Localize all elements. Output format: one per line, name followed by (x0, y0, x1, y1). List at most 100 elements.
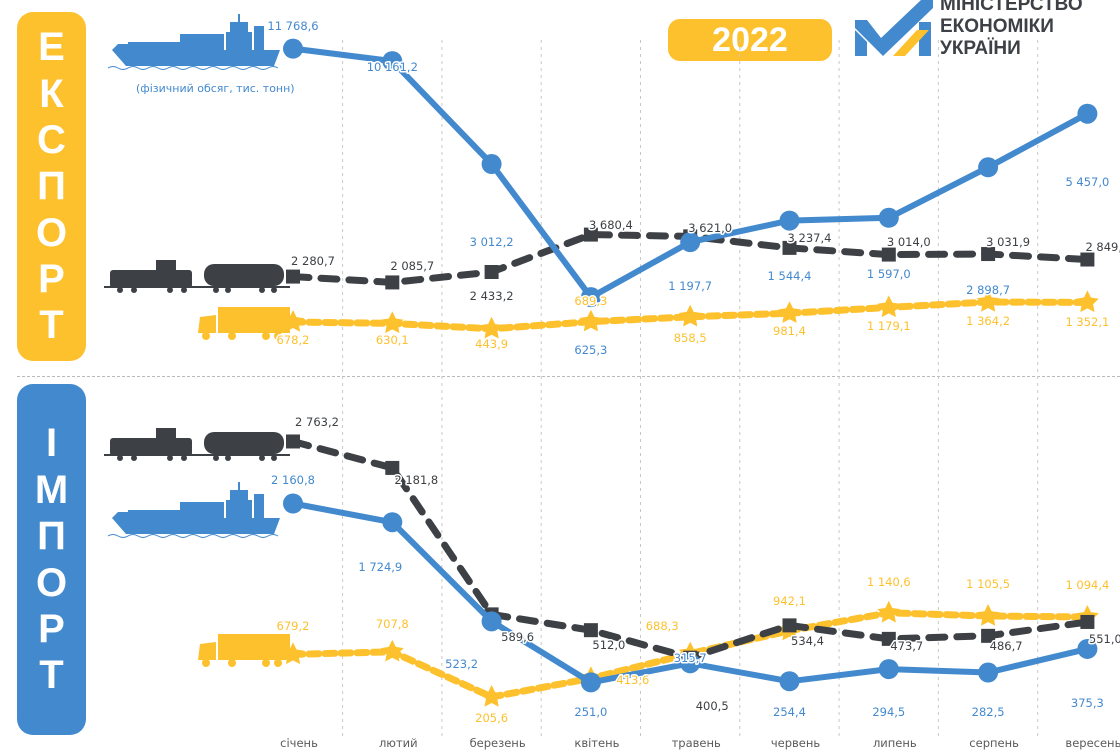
import-sea-label-6: 294,5 (872, 705, 905, 719)
export-sea-label-5: 1 544,4 (768, 269, 812, 283)
import-sea-point-3 (580, 672, 601, 693)
ministry-logo-icon (855, 0, 933, 56)
section-divider (17, 376, 1120, 377)
export-road-label-2: 443,9 (475, 337, 508, 351)
export-sea-label-7: 2 898,7 (966, 283, 1010, 297)
import-letter: Р (38, 606, 65, 651)
export-road-point-4 (678, 304, 702, 327)
export-sea-point-1 (382, 51, 403, 72)
truck-icon (198, 307, 290, 340)
import-letter: П (37, 514, 66, 559)
import-rail-label-2: 589,6 (501, 630, 534, 644)
import-letter: М (34, 467, 69, 512)
import-sea-point-5 (779, 671, 800, 692)
month-label-7: серпень (969, 736, 1019, 750)
import-rail-label-3: 512,0 (592, 638, 625, 652)
import-rail-label-5: 534,4 (791, 634, 824, 648)
export-rail-label-6: 3 014,0 (887, 235, 931, 249)
import-rail-point-1 (385, 460, 400, 475)
import-rail-point-6 (881, 631, 896, 646)
export-letter: С (37, 117, 66, 162)
ministry-line-2: ЕКОНОМІКИ (940, 16, 1054, 37)
month-label-8: вересень (1065, 736, 1120, 750)
export-letter: П (37, 164, 66, 209)
export-road-label-0: 678,2 (277, 333, 310, 347)
export-rail-label-4: 3 621,0 (688, 221, 732, 235)
import-rail-point-7 (981, 628, 996, 643)
export-road-label-6: 1 179,1 (867, 319, 911, 333)
import-road-label-4: 688,3 (646, 619, 679, 633)
import-rail-point-3 (583, 623, 598, 638)
export-sea-point-8 (1077, 103, 1098, 124)
export-rail-label-8: 2 849,2 (1085, 240, 1120, 254)
import-sea-label-4: 315,7 (674, 651, 707, 665)
import-sea-label-7: 282,5 (972, 705, 1005, 719)
export-road-label-5: 981,4 (773, 324, 806, 338)
import-rail-label-1: 2 181,8 (394, 473, 438, 487)
export-road-point-5 (778, 301, 801, 323)
export-sea-point-7 (978, 157, 999, 178)
export-rail-label-7: 3 031,9 (986, 235, 1030, 249)
export-rail-label-1: 2 085,7 (390, 259, 434, 273)
export-road-point-6 (877, 295, 901, 318)
import-letter: І (45, 421, 58, 466)
cargo-ship-icon (108, 14, 280, 70)
export-sea-label-1: 10 161,2 (367, 60, 418, 74)
import-road-label-2: 205,6 (475, 711, 508, 725)
export-road-label-4: 858,5 (674, 331, 707, 345)
export-letter: К (39, 71, 64, 116)
import-sea-label-2: 523,2 (445, 657, 478, 671)
export-road-point-3 (579, 309, 603, 332)
import-road-label-5: 942,1 (773, 594, 806, 608)
export-sea-label-2: 3 012,2 (470, 235, 514, 249)
export-letter: О (35, 210, 68, 255)
import-sea-point-0 (283, 493, 303, 514)
export-rail-point-0 (286, 269, 300, 284)
import-sea-label-8: 375,3 (1071, 696, 1104, 710)
export-road-label-7: 1 364,2 (966, 314, 1010, 328)
import-rail-label-0: 2 763,2 (295, 415, 339, 429)
export-rail-point-3 (583, 227, 598, 242)
export-rail-point-8 (1080, 252, 1095, 267)
import-road-label-7: 1 105,5 (966, 577, 1010, 591)
import-road-point-6 (877, 600, 901, 623)
ministry-name: МІНІСТЕРСТВО ЕКОНОМІКИ УКРАЇНИ (940, 0, 1083, 60)
import-rail-label-7: 486,7 (990, 639, 1023, 653)
export-sea-label-4: 1 197,7 (668, 279, 712, 293)
export-road-label-1: 630,1 (376, 333, 409, 347)
import-rail-label-4: 400,5 (696, 699, 729, 713)
month-label-6: липень (873, 736, 917, 750)
export-letter: Р (38, 257, 65, 302)
export-rail-label-2: 2 433,2 (470, 289, 514, 303)
export-sea-point-3 (580, 287, 601, 308)
export-road-point-0 (281, 310, 305, 332)
import-letter: О (35, 560, 68, 605)
import-sea-label-0: 2 160,8 (271, 473, 315, 487)
export-road-point-8 (1076, 290, 1099, 313)
export-rail-point-5 (782, 240, 797, 255)
export-rail-label-0: 2 280,7 (291, 254, 335, 268)
export-sea-label-8: 5 457,0 (1065, 175, 1109, 189)
export-letter: Т (39, 303, 64, 348)
export-road-label-8: 1 352,1 (1065, 315, 1109, 329)
month-label-5: червень (771, 736, 821, 750)
export-road-label-3: 689,3 (574, 294, 607, 308)
import-sea-point-7 (978, 662, 999, 683)
export-sea-label-6: 1 597,0 (867, 267, 911, 281)
import-sea-point-8 (1077, 638, 1098, 659)
import-rail-point-8 (1080, 614, 1095, 629)
import-sea-label-5: 254,4 (773, 705, 806, 719)
import-road-label-3: 413,6 (616, 673, 649, 687)
export-rail-point-2 (484, 265, 499, 280)
import-road-point-7 (976, 604, 1000, 626)
export-sea-point-4 (680, 232, 701, 253)
import-road-point-0 (281, 642, 305, 665)
import-sea-point-6 (878, 659, 899, 680)
export-rail-label-3: 3 680,4 (589, 218, 633, 232)
export-road-point-1 (380, 311, 404, 334)
import-road-label-8: 1 094,4 (1065, 578, 1109, 592)
export-sea-label-0: 11 768,6 (267, 19, 318, 33)
import-road-label-1: 707,8 (376, 617, 409, 631)
